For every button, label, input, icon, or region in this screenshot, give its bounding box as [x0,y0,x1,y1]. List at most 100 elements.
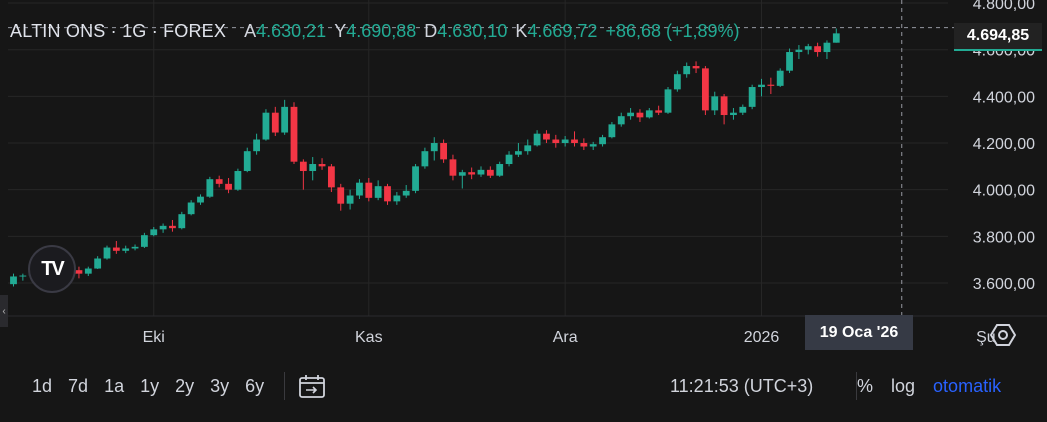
candle [84,266,92,277]
auto-scale-button[interactable]: otomatik [933,375,1002,396]
candle [169,220,176,232]
candle [468,167,476,180]
candle [645,108,653,119]
open-label: A [244,20,257,41]
candle [141,232,148,249]
range-1a-button[interactable]: 1a [104,376,125,396]
range-6y-button[interactable]: 6y [245,376,265,396]
candle [758,78,765,97]
candle [122,245,130,254]
y-tick-label: 4.400,00 [973,89,1035,106]
clock-timezone[interactable]: 11:21:53 (UTC+3) [670,376,814,396]
candle [290,102,298,165]
candle [365,178,373,202]
range-2y-button[interactable]: 2y [175,376,195,396]
candle [515,143,522,158]
candle [823,40,831,60]
candle [159,223,167,233]
high-value: 4.690,88 [346,20,417,41]
candle [253,133,260,155]
candle [524,139,532,155]
range-1d-button[interactable]: 1d [32,376,53,396]
candle [281,99,289,135]
candle [421,147,429,169]
candle [10,273,17,287]
candle [692,61,700,74]
candle [328,164,335,193]
candle [187,200,195,216]
candle [711,91,719,116]
candle [225,178,232,194]
candle [206,176,214,198]
candle [75,266,83,279]
log-scale-button[interactable]: log [891,375,916,396]
candle [337,183,345,211]
candle [673,70,681,92]
candle [664,87,672,114]
candle [458,169,466,189]
symbol-title[interactable]: ALTIN ONS · 1G · FOREX [10,20,227,41]
chart-grid [8,0,1047,317]
candle [617,112,625,127]
open-value: 4.630,21 [256,20,327,41]
x-tick-label: Eki [143,329,165,346]
candle [730,108,737,120]
close-value: 4.669,72 [527,20,598,41]
candle [505,151,513,167]
candle [552,134,560,148]
candle [683,62,691,78]
low-value: 4.630,10 [437,20,508,41]
candle [384,183,391,205]
time-axis[interactable]: Eki Kas Ara 2026 Şu [143,329,996,346]
candle [299,159,307,190]
y-tick-label: 4.800,00 [973,0,1035,13]
candle [243,147,251,173]
candle [580,138,588,151]
candle [94,256,102,270]
candle [440,139,447,163]
calendar-icon[interactable] [295,369,329,403]
candle [776,68,784,88]
range-7d-button[interactable]: 7d [68,376,89,396]
settings-icon[interactable] [989,322,1017,348]
candle [814,42,821,57]
range-3y-button[interactable]: 3y [210,376,230,396]
candle [748,84,756,110]
candle [655,105,663,116]
candle [346,189,354,210]
scroll-left-handle[interactable]: ‹ [0,295,8,327]
y-tick-label: 4.200,00 [973,136,1035,153]
range-1y-button[interactable]: 1y [140,376,160,396]
last-price-tag: 4.694,85 [954,23,1042,51]
price-chart[interactable]: 3.600,00 3.800,00 4.000,00 4.200,00 4.400,00… [0,0,1047,358]
x-tick-label: Kas [355,329,383,346]
candle [449,154,457,181]
candle [636,109,644,123]
candle [318,158,326,170]
candle [103,245,111,260]
candle [804,43,812,55]
low-label: D [424,20,438,41]
tradingview-logo[interactable]: TV [28,245,76,293]
candle [262,109,270,141]
candle [197,194,204,205]
crosshair [8,0,955,316]
close-label: K [515,20,528,41]
percent-scale-button[interactable]: % [857,375,874,396]
candle [767,77,775,95]
candle [215,175,223,188]
candles [10,28,840,287]
y-tick-label: 3.600,00 [973,276,1035,293]
candle [309,157,317,181]
candle [393,192,401,205]
crosshair-date-tag: 19 Oca '26 [805,315,913,350]
candle [150,227,158,237]
candle [131,244,139,251]
candle [374,180,382,201]
candle [112,241,120,254]
candle [430,137,438,161]
candle [739,104,747,116]
candle [599,134,606,147]
candle [356,179,363,200]
toolbar-divider-right [856,372,857,400]
